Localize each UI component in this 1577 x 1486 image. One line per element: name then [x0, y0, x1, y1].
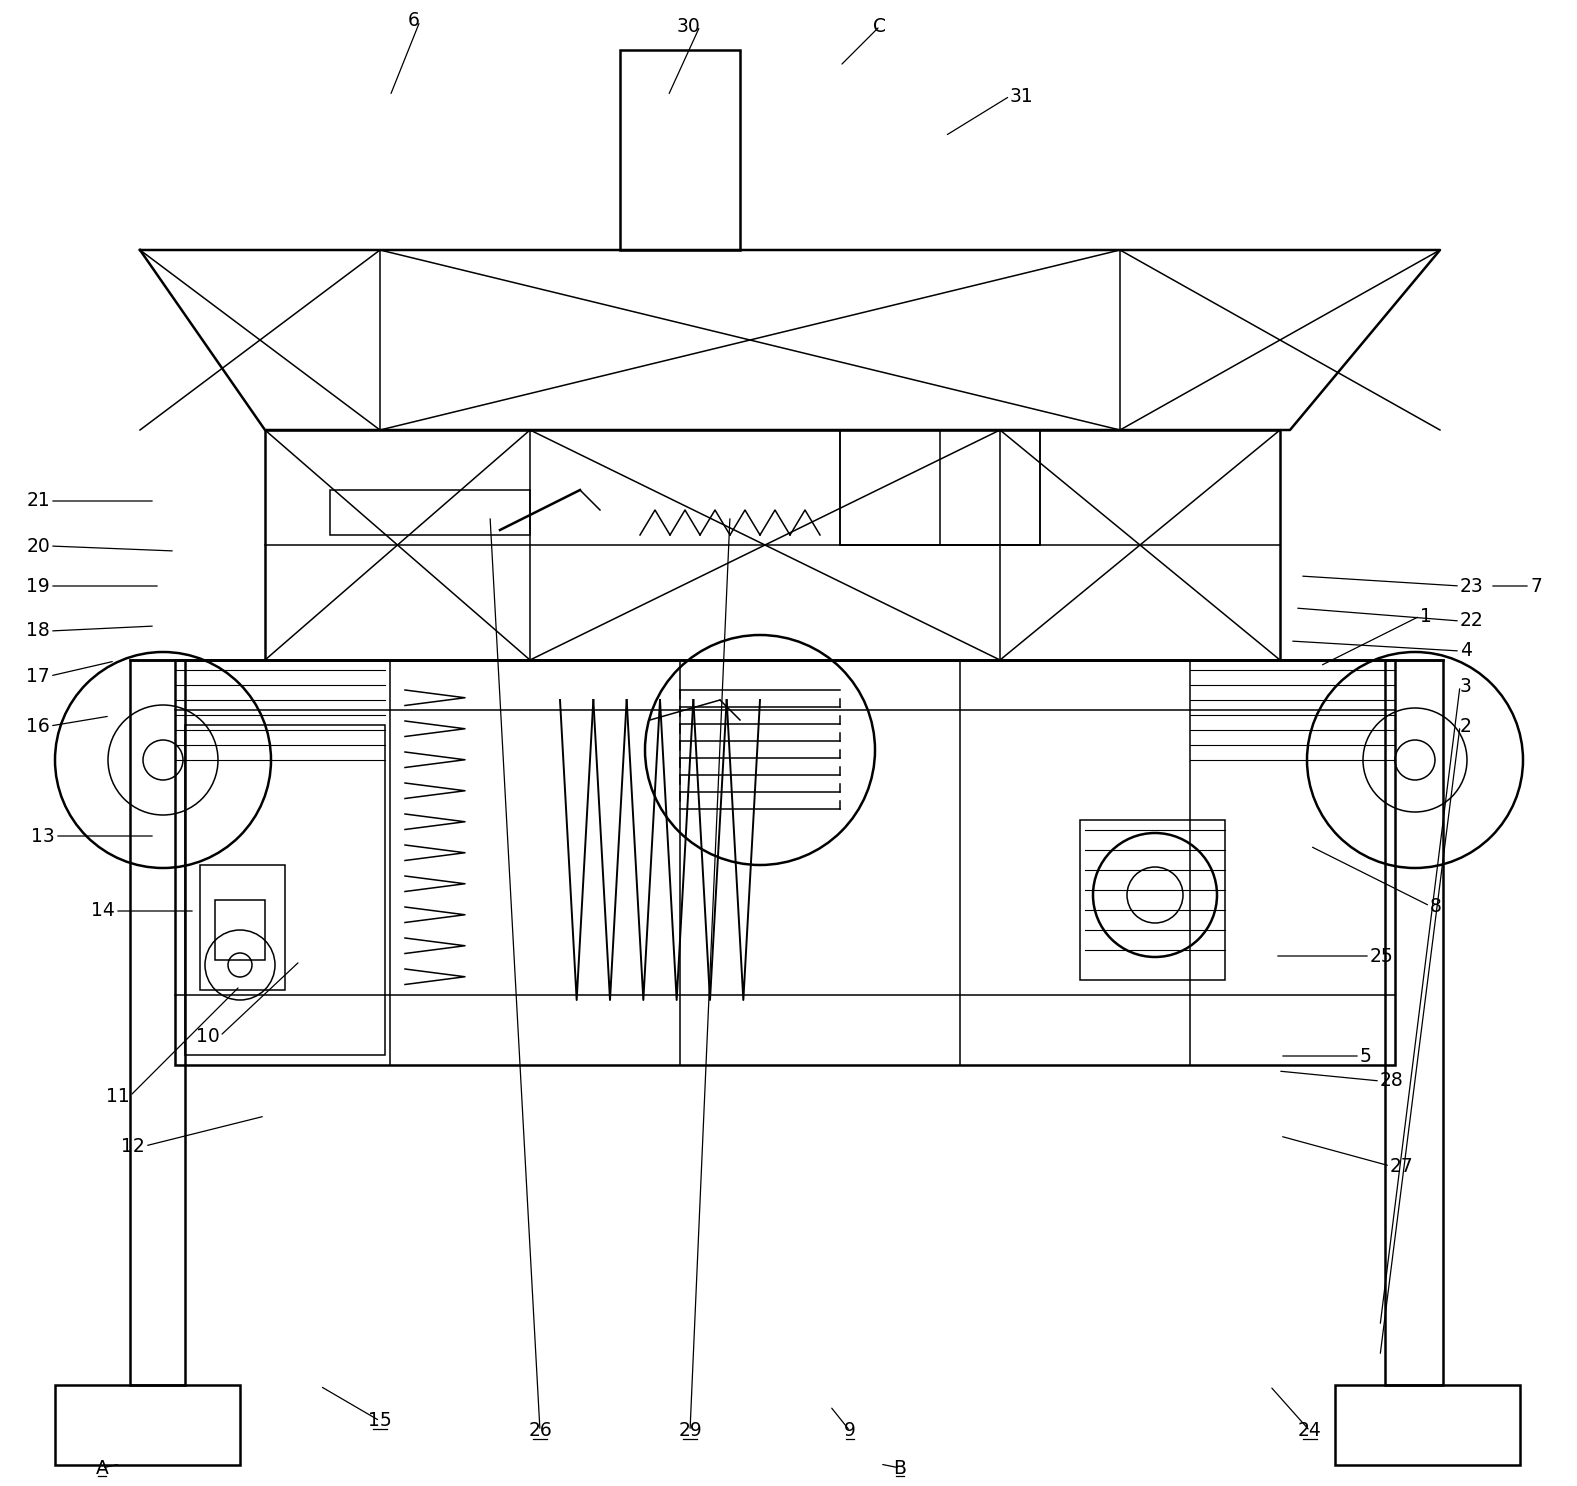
- Text: 25: 25: [1370, 947, 1394, 966]
- Text: 31: 31: [1009, 86, 1035, 106]
- Bar: [200, 865, 285, 990]
- Bar: [841, 429, 1039, 545]
- Bar: [55, 1385, 240, 1465]
- Text: 4: 4: [1460, 642, 1471, 660]
- Text: 11: 11: [106, 1086, 129, 1106]
- Text: B: B: [894, 1458, 907, 1477]
- Text: 5: 5: [1359, 1046, 1372, 1065]
- Text: 27: 27: [1389, 1156, 1413, 1175]
- Text: 6: 6: [408, 12, 419, 31]
- Text: 1: 1: [1419, 606, 1432, 626]
- Text: 2: 2: [1460, 716, 1471, 736]
- Bar: [841, 429, 1039, 545]
- Text: 20: 20: [27, 536, 50, 556]
- Text: 28: 28: [1380, 1071, 1404, 1091]
- Bar: [175, 660, 1396, 1065]
- Bar: [1336, 1385, 1520, 1465]
- Text: 15: 15: [367, 1412, 391, 1431]
- Text: 14: 14: [91, 902, 115, 920]
- Text: 23: 23: [1460, 577, 1484, 596]
- Text: C: C: [874, 16, 886, 36]
- Bar: [214, 901, 265, 960]
- Text: 13: 13: [32, 826, 55, 846]
- Bar: [330, 490, 530, 535]
- Bar: [620, 51, 740, 250]
- Text: 3: 3: [1460, 676, 1471, 695]
- Text: 18: 18: [27, 621, 50, 640]
- Text: 17: 17: [27, 667, 50, 685]
- Text: 21: 21: [27, 492, 50, 511]
- Text: 7: 7: [1530, 577, 1542, 596]
- Text: 30: 30: [677, 16, 700, 36]
- Bar: [185, 725, 385, 1055]
- Text: 16: 16: [27, 716, 50, 736]
- Text: A: A: [96, 1458, 109, 1477]
- Text: 29: 29: [678, 1422, 702, 1440]
- Text: 22: 22: [1460, 612, 1484, 630]
- Bar: [129, 660, 185, 1385]
- Bar: [265, 429, 1281, 660]
- Text: 8: 8: [1430, 896, 1441, 915]
- Text: 24: 24: [1298, 1422, 1322, 1440]
- Text: 12: 12: [121, 1137, 145, 1156]
- Text: 26: 26: [528, 1422, 552, 1440]
- Text: 10: 10: [196, 1027, 221, 1046]
- Bar: [1080, 820, 1225, 979]
- Bar: [1385, 660, 1443, 1385]
- Text: 9: 9: [844, 1422, 856, 1440]
- Text: 19: 19: [27, 577, 50, 596]
